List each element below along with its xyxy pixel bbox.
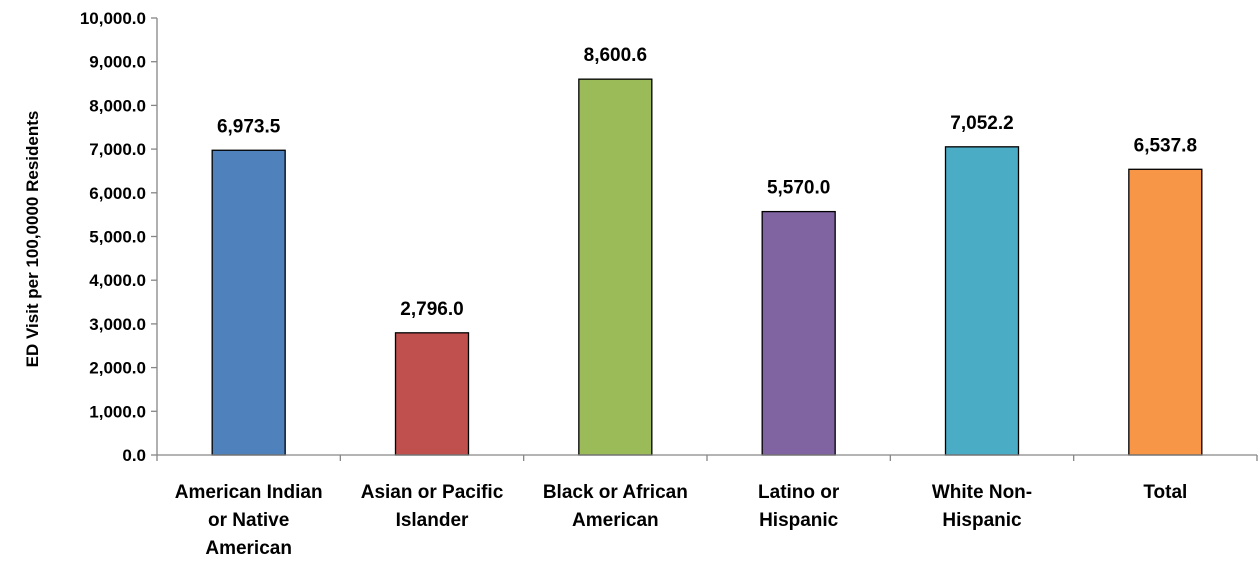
bars bbox=[211, 78, 1203, 456]
x-axis-category-labels: American Indian or Native American Asian or… bbox=[175, 482, 1188, 559]
data-label: 6,537.8 bbox=[1134, 135, 1197, 156]
y-tick-label: 8,000.0 bbox=[89, 96, 146, 115]
bar bbox=[761, 210, 836, 456]
y-tick-label: 9,000.0 bbox=[89, 53, 146, 72]
bar bbox=[578, 78, 653, 456]
y-tick-label: 10,000.0 bbox=[80, 9, 146, 28]
y-tick-label: 1,000.0 bbox=[89, 402, 146, 421]
y-tick-label: 6,000.0 bbox=[89, 184, 146, 203]
bar bbox=[944, 146, 1020, 456]
bar bbox=[1128, 168, 1203, 456]
x-category-label: White Non-Hispanic bbox=[932, 482, 1032, 531]
y-tick-label: 4,000.0 bbox=[89, 271, 146, 290]
x-category-label: Latino or Hispanic bbox=[758, 482, 840, 531]
data-label: 2,796.0 bbox=[400, 299, 463, 320]
bar bbox=[394, 332, 470, 456]
y-tick-label: 3,000.0 bbox=[89, 315, 146, 334]
axes bbox=[156, 18, 1258, 461]
bar bbox=[211, 149, 286, 456]
data-labels: 6,973.5 2,796.0 8,600.6 5,570.0 7,052.2 6,537… bbox=[217, 45, 1197, 320]
y-tick-label: 0.0 bbox=[122, 446, 146, 465]
y-tick-label: 5,000.0 bbox=[89, 228, 146, 247]
x-category-label: Asian or Pacific Islander bbox=[361, 482, 504, 531]
data-label: 7,052.2 bbox=[950, 113, 1013, 134]
data-label: 5,570.0 bbox=[767, 178, 830, 199]
y-axis-ticks: 0.0 1,000.0 2,000.0 3,000.0 4,000.0 5,000.0 6,… bbox=[80, 9, 157, 465]
data-label: 6,973.5 bbox=[217, 116, 281, 137]
y-tick-label: 7,000.0 bbox=[89, 140, 146, 159]
x-category-label: Black or African American bbox=[543, 482, 688, 531]
y-axis-title: ED Visit per 100,0000 Residents bbox=[23, 111, 42, 368]
x-category-label: American Indian or Native American bbox=[175, 482, 323, 559]
y-tick-label: 2,000.0 bbox=[89, 359, 146, 378]
x-category-label: Total bbox=[1143, 482, 1187, 503]
data-label: 8,600.6 bbox=[584, 45, 647, 66]
